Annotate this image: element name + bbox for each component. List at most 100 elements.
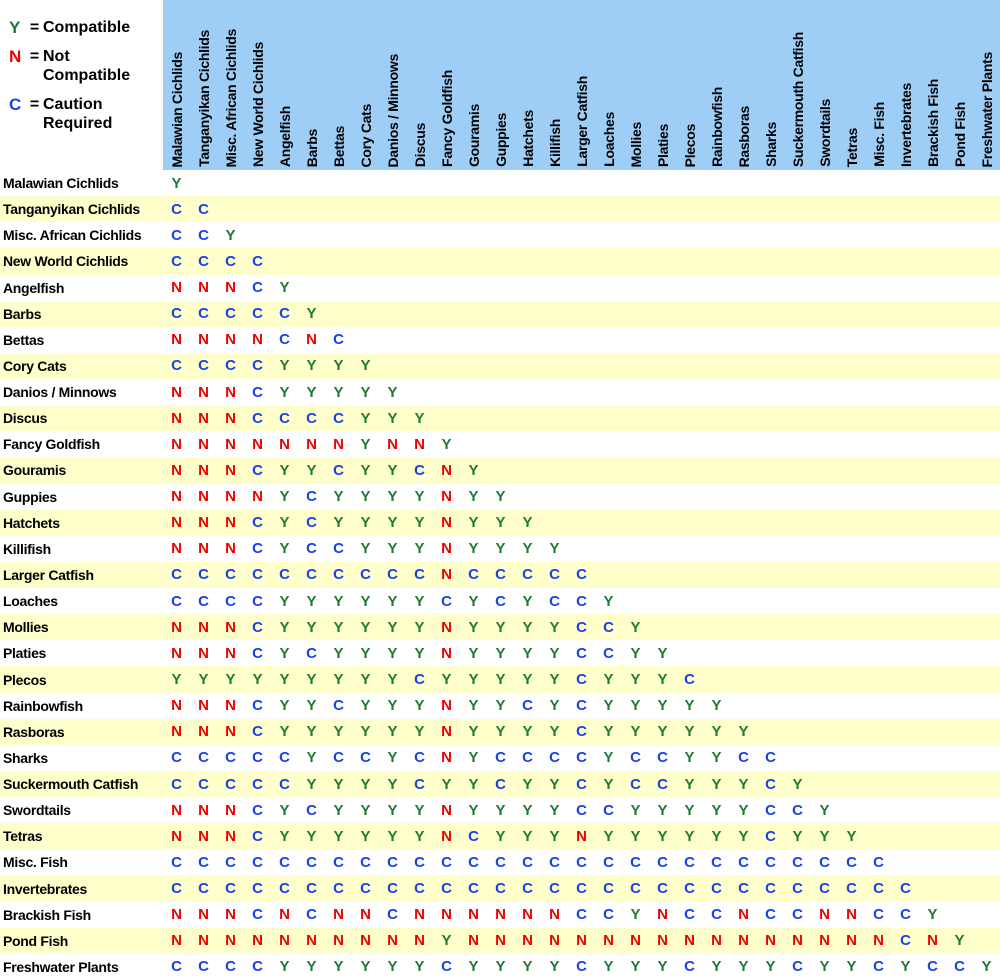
matrix-cell: C xyxy=(225,252,236,270)
matrix-cell: C xyxy=(252,644,263,662)
matrix-cell: C xyxy=(495,592,506,610)
matrix-cell: C xyxy=(441,880,452,898)
matrix-cell: Y xyxy=(630,671,641,688)
matrix-cell: Y xyxy=(360,618,371,636)
matrix-cell: Y xyxy=(333,592,344,610)
matrix-cell: C xyxy=(684,853,695,871)
column-header: Rainbowfish xyxy=(703,0,730,170)
matrix-cell: Y xyxy=(738,827,749,845)
matrix-cell: C xyxy=(414,880,425,898)
matrix-cell: C xyxy=(360,749,371,767)
matrix-cell: Y xyxy=(333,775,344,793)
table-row: Barbs C C C C C Y xyxy=(0,300,1000,327)
matrix-cell: Y xyxy=(495,644,506,662)
row-label: Gouramis xyxy=(3,462,66,479)
legend-item-compatible: Y = Compatible xyxy=(9,18,163,37)
matrix-cell: N xyxy=(387,932,398,950)
matrix-cell: C xyxy=(414,566,425,584)
column-header: Bettas xyxy=(325,0,352,170)
matrix-cell: C xyxy=(522,853,533,871)
matrix-cell: N xyxy=(198,827,209,845)
matrix-cell: C xyxy=(603,880,614,898)
matrix-cell: C xyxy=(333,697,344,715)
matrix-cell: Y xyxy=(657,723,668,741)
matrix-cell: C xyxy=(819,880,830,898)
legend: Y = Compatible N = Not Compatible C = Ca… xyxy=(0,0,163,170)
row-label: Bettas xyxy=(3,331,44,348)
matrix-cell: Y xyxy=(468,592,479,610)
matrix-cell: Y xyxy=(684,749,695,767)
matrix-cell: C xyxy=(576,801,587,819)
matrix-cell: N xyxy=(765,932,776,950)
matrix-cell: N xyxy=(711,932,722,950)
matrix-cell: Y xyxy=(711,749,722,767)
matrix-cell: N xyxy=(468,906,479,924)
matrix-cell: Y xyxy=(360,644,371,662)
matrix-cell: Y xyxy=(360,697,371,715)
matrix-cell: N xyxy=(819,906,830,924)
row-label: Tanganyikan Cichlids xyxy=(3,201,140,218)
matrix-cell: C xyxy=(792,958,803,976)
column-header-label: Loaches xyxy=(600,112,617,167)
matrix-cell: C xyxy=(252,461,263,479)
column-header: Danios / Minnows xyxy=(379,0,406,170)
matrix-cell: C xyxy=(225,775,236,793)
matrix-cell: C xyxy=(792,801,803,819)
matrix-cell: N xyxy=(441,749,452,767)
matrix-cell: C xyxy=(279,409,290,427)
chart-header: Y = Compatible N = Not Compatible C = Ca… xyxy=(0,0,1000,170)
matrix-cell: C xyxy=(495,853,506,871)
matrix-cell: C xyxy=(603,853,614,871)
table-row: Killifish N N N C Y C C Y Y Y N Y Y Y Y xyxy=(0,535,1000,562)
column-header-label: Cory Cats xyxy=(357,103,374,167)
matrix-cell: Y xyxy=(387,958,398,976)
matrix-cell: Y xyxy=(630,618,641,636)
matrix-cell: Y xyxy=(387,749,398,767)
matrix-cell: N xyxy=(441,514,452,532)
matrix-cell: Y xyxy=(468,749,479,767)
matrix-cell: N xyxy=(738,906,749,924)
matrix-cell: N xyxy=(171,932,182,950)
matrix-cell: C xyxy=(306,488,317,506)
matrix-cell: Y xyxy=(549,827,560,845)
matrix-cell: Y xyxy=(306,671,317,688)
matrix-cell: C xyxy=(792,853,803,871)
matrix-cell: N xyxy=(198,383,209,401)
matrix-cell: C xyxy=(360,880,371,898)
column-header: Gouramis xyxy=(460,0,487,170)
matrix-cell: Y xyxy=(414,618,425,636)
matrix-cell: C xyxy=(468,880,479,898)
matrix-cell: C xyxy=(576,671,587,688)
matrix-cell: N xyxy=(441,801,452,819)
matrix-cell: C xyxy=(279,566,290,584)
matrix-cell: Y xyxy=(333,801,344,819)
matrix-cell: C xyxy=(225,357,236,375)
matrix-cell: C xyxy=(549,592,560,610)
matrix-cell: N xyxy=(225,279,236,297)
matrix-cell: C xyxy=(252,357,263,375)
matrix-cell: C xyxy=(846,880,857,898)
matrix-cell: Y xyxy=(738,801,749,819)
matrix-cell: N xyxy=(306,435,317,453)
matrix-cell: C xyxy=(198,749,209,767)
matrix-cell: Y xyxy=(360,671,371,688)
matrix-cell: Y xyxy=(387,801,398,819)
matrix-cell: C xyxy=(252,697,263,715)
matrix-cell: Y xyxy=(711,775,722,793)
matrix-cell: Y xyxy=(495,958,506,976)
matrix-cell: Y xyxy=(468,775,479,793)
matrix-cell: N xyxy=(225,827,236,845)
matrix-cell: Y xyxy=(360,514,371,532)
matrix-cell: C xyxy=(198,357,209,375)
legend-label-compatible: Compatible xyxy=(43,19,131,36)
matrix-cell: Y xyxy=(468,461,479,479)
matrix-cell: Y xyxy=(360,592,371,610)
legend-item-not-compatible: N = Not Compatible xyxy=(9,47,163,85)
matrix-cell: C xyxy=(657,853,668,871)
matrix-cell: Y xyxy=(495,618,506,636)
matrix-cell: N xyxy=(576,827,587,845)
matrix-cell: Y xyxy=(684,697,695,715)
matrix-cell: C xyxy=(900,880,911,898)
